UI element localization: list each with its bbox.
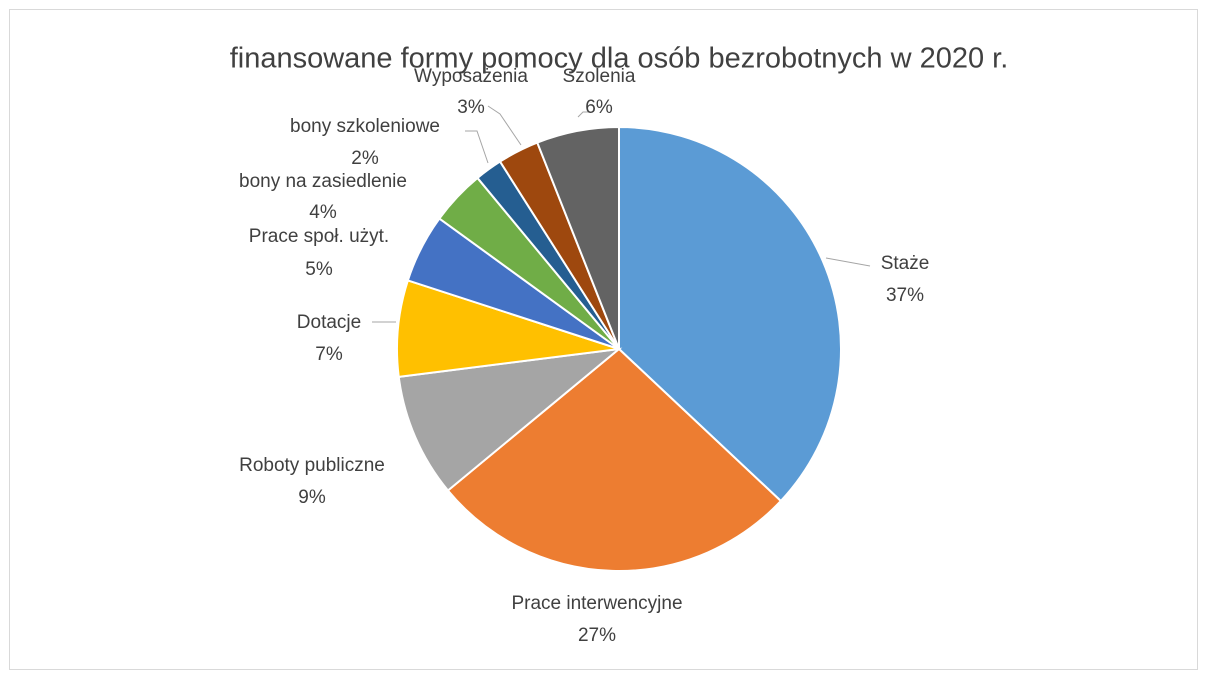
- slice-label: Staże: [881, 253, 930, 274]
- slice-value-label: 3%: [457, 97, 485, 118]
- leader-line: [577, 111, 590, 118]
- slice-value-label: 37%: [886, 285, 924, 306]
- slice-label: Prace społ. użyt.: [249, 226, 389, 247]
- slice-label: Dotacje: [297, 312, 361, 333]
- slice-value-label: 5%: [305, 259, 333, 280]
- slice-label: Wyposażenia: [414, 66, 528, 87]
- slice-value-label: 7%: [315, 344, 343, 365]
- pie-slice: [397, 347, 623, 492]
- slice-label: bony na zasiedlenie: [239, 171, 407, 192]
- slice-value-label: 4%: [309, 202, 337, 223]
- slice-value-label: 6%: [585, 97, 613, 118]
- slice-label: Prace interwencyjne: [511, 593, 682, 614]
- leader-line: [465, 130, 489, 164]
- slice-value-label: 27%: [578, 625, 616, 646]
- slice-label: Szolenia: [563, 66, 636, 87]
- pie-slice: [618, 125, 842, 503]
- slice-value-label: 2%: [351, 148, 379, 169]
- leader-line: [825, 257, 871, 267]
- leader-line: [487, 105, 522, 146]
- slice-value-label: 9%: [298, 487, 326, 508]
- pie-slice: [535, 125, 620, 350]
- slice-label: Roboty publiczne: [239, 455, 385, 476]
- slice-label: bony szkoleniowe: [290, 116, 440, 137]
- chart-title: finansowane formy pomocy dla osób bezrob…: [230, 43, 1009, 75]
- pie-slice: [446, 347, 783, 572]
